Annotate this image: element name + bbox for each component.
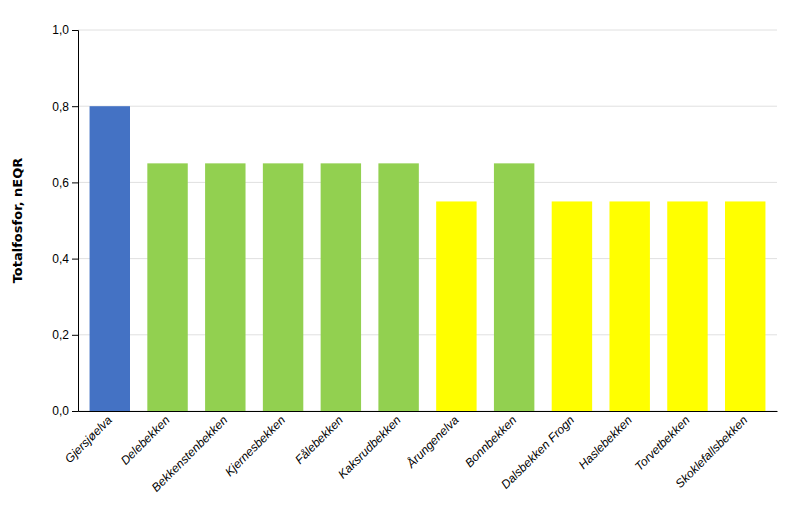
tick: Fålebekken [292,413,346,467]
tick: Torvetbekken [632,413,693,474]
tick-label: Kaksrudbekken [335,413,404,482]
tick-label: 0,0 [52,404,69,418]
tick: Haslebekken [576,413,635,472]
tick-label: Fålebekken [292,413,346,467]
bar [205,163,245,411]
grid-line [78,30,777,31]
bar [725,201,765,411]
tick-label: 0,2 [52,328,69,342]
plot: 0,00,20,40,60,81,0GjersjøelvaDelebekkenB… [52,23,777,494]
bar [147,163,187,411]
tick: Delebekken [118,413,173,468]
tick-label: Torvetbekken [632,413,693,474]
axis-line [79,411,778,412]
tick-mark [72,411,78,412]
tick: 0,6 [52,176,78,190]
tick-mark [72,30,78,31]
grid [78,30,777,411]
tick-label: 0,8 [52,100,69,114]
tick-label: 0,4 [52,252,69,266]
tick: Skoklefallsbekken [672,413,750,491]
tick-label: Årungenelva [403,412,462,471]
tick-label: Delebekken [118,413,173,468]
tick-label: 1,0 [52,23,69,37]
chart-container: 0,00,20,40,60,81,0GjersjøelvaDelebekkenB… [0,0,801,531]
tick-mark [72,106,78,107]
tick: Gjersjøelva [62,413,115,466]
tick-label: Dalsbekken Frogn [498,413,577,492]
bar [378,163,418,411]
tick-label: Gjersjøelva [62,413,115,466]
tick-label: 0,6 [52,176,69,190]
y-axis-title: Totalfosfor, nEQR [10,158,25,284]
tick: 0,4 [52,252,78,266]
x-axis: GjersjøelvaDelebekkenBekkenstenbekkenKje… [62,412,777,495]
tick: Kjernesbekken [222,413,288,479]
tick: 1,0 [52,23,78,37]
tick-label: Bekkenstenbekken [149,413,231,495]
bar [552,201,592,411]
bar [321,163,361,411]
chart: 0,00,20,40,60,81,0GjersjøelvaDelebekkenB… [0,0,801,531]
tick: Årungenelva [403,412,462,471]
tick-mark [72,259,78,260]
tick-label: Kjernesbekken [222,413,288,479]
tick-label: Bonnbekken [462,413,519,470]
tick: Dalsbekken Frogn [498,413,577,492]
tick-mark [72,182,78,183]
bar [436,201,476,411]
bar [667,201,707,411]
tick: Kaksrudbekken [335,413,404,482]
axis-line [72,31,79,412]
tick-label: Skoklefallsbekken [672,413,750,491]
tick-label: Haslebekken [576,413,635,472]
bar [494,163,534,411]
bar [609,201,649,411]
tick-mark [72,335,78,336]
y-axis: 0,0 0,2 0,4 0,6 0,8 1,0 [52,23,78,418]
bars [90,106,766,411]
bar [90,106,130,411]
tick: Bonnbekken [462,413,519,470]
tick: 0,0 [52,404,78,418]
bar [263,163,303,411]
tick: 0,2 [52,328,78,342]
grid-line [78,106,777,107]
tick: Bekkenstenbekken [149,413,231,495]
tick: 0,8 [52,100,78,114]
